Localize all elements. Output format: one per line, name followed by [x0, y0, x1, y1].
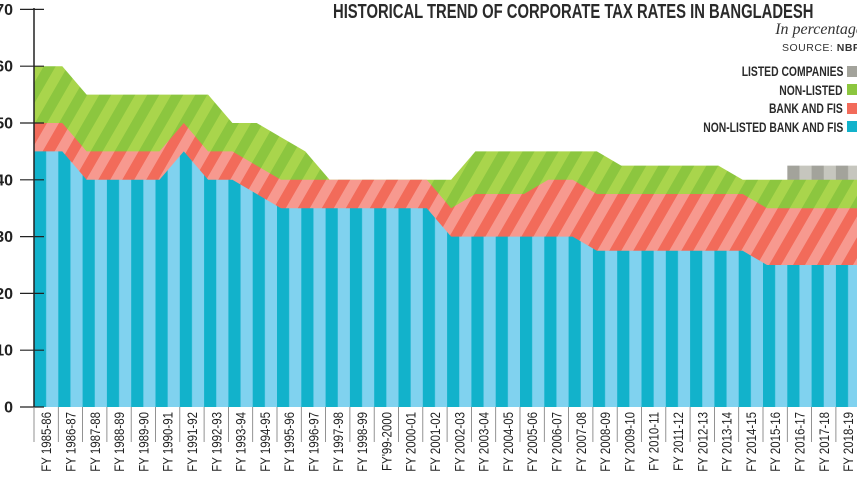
x-tick-label: FY 2009-10 [621, 412, 637, 472]
x-tick-label: FY 2011-12 [670, 412, 686, 471]
y-tick-label: 0 [4, 400, 13, 417]
legend-swatch [847, 65, 857, 77]
y-tick-label: 30 [0, 229, 13, 246]
x-tick-label: FY 2017-18 [816, 412, 832, 472]
legend-item: LISTED COMPANIES [654, 62, 857, 81]
x-tick-label: FY 1988-89 [111, 412, 127, 472]
legend-swatch [847, 102, 857, 114]
x-tick-label: FY 1997-98 [330, 412, 346, 472]
y-tick-label: 10 [0, 343, 13, 360]
chart-title: HISTORICAL TREND OF CORPORATE TAX RATES … [333, 1, 814, 23]
y-tick-label: 20 [0, 286, 13, 303]
x-tick-label: FY 1993-94 [232, 412, 248, 472]
x-tick-label: FY 2016-17 [791, 412, 807, 472]
x-tick-label: FY 2014-15 [743, 412, 759, 472]
legend-label: BANK AND FIS [769, 100, 843, 117]
x-tick-label: FY 2008-09 [597, 412, 613, 472]
legend-item: NON-LISTED [654, 81, 857, 100]
x-tick-label: FY 1994-95 [257, 412, 273, 472]
x-tick-label: FY 2002-03 [451, 412, 467, 472]
x-tick-label: FY 1992-93 [208, 412, 224, 472]
x-tick-label: FY 2001-02 [427, 412, 443, 472]
x-tick-label: FY 1987-88 [87, 412, 103, 472]
series-area-non-listed-bank-and-fis [34, 151, 857, 407]
x-tick-label: FY 2013-14 [718, 412, 734, 472]
series-areas [34, 66, 857, 407]
legend-item: BANK AND FIS [654, 99, 857, 118]
legend: LISTED COMPANIES NON-LISTED BANK AND FIS NO… [654, 62, 857, 136]
legend-swatch [847, 121, 857, 133]
y-tick-label: 40 [0, 172, 13, 189]
x-tick-label: FY 1990-91 [160, 412, 176, 472]
x-tick-label: FY 2005-06 [524, 412, 540, 472]
x-tick-label: FY 2018-19 [840, 412, 856, 472]
x-tick-label: FY 1995-96 [281, 412, 297, 472]
x-tick-label: FY 1985-86 [38, 412, 54, 472]
legend-label: NON-LISTED BANK AND FIS [702, 118, 843, 135]
x-tick-label: FY 2007-08 [573, 412, 589, 472]
x-tick-label: FY 2015-16 [767, 412, 783, 472]
x-tick-label: FY 2010-11 [646, 412, 662, 471]
source-note: SOURCE: NBR [782, 42, 857, 54]
x-tick-label: FY 1998-99 [354, 412, 370, 472]
x-tick-label: FY 2004-05 [500, 412, 516, 472]
x-tick-label: FY 2006-07 [548, 412, 564, 472]
x-tick-label: FY 1986-87 [62, 412, 78, 472]
x-tick-label: FY 2003-04 [475, 412, 491, 472]
x-tick-label: FY 1989-90 [135, 412, 151, 472]
x-tick-label: FY 1991-92 [184, 412, 200, 472]
y-tick-label: 60 [0, 59, 13, 76]
x-tick-label: FY 2000-01 [403, 412, 419, 472]
x-tick-label: FY 1996-97 [305, 412, 321, 472]
x-tick-label: FY 2012-13 [694, 412, 710, 472]
y-tick-label: 70 [0, 2, 13, 19]
legend-swatch [847, 84, 857, 96]
source-label: SOURCE: [781, 42, 834, 54]
legend-label: NON-LISTED [779, 81, 843, 98]
legend-item: NON-LISTED BANK AND FIS [654, 118, 857, 137]
legend-label: LISTED COMPANIES [741, 63, 843, 80]
x-tick-label: FY'99-2000 [378, 412, 394, 471]
source-value: NBR [836, 42, 857, 54]
y-tick-label: 50 [0, 116, 13, 133]
chart-subtitle: In percentage [775, 21, 857, 38]
axes: 0 10 20 30 40 50 60 70 FY 1985-86 FY 1986-87 FY 19… [0, 2, 856, 472]
